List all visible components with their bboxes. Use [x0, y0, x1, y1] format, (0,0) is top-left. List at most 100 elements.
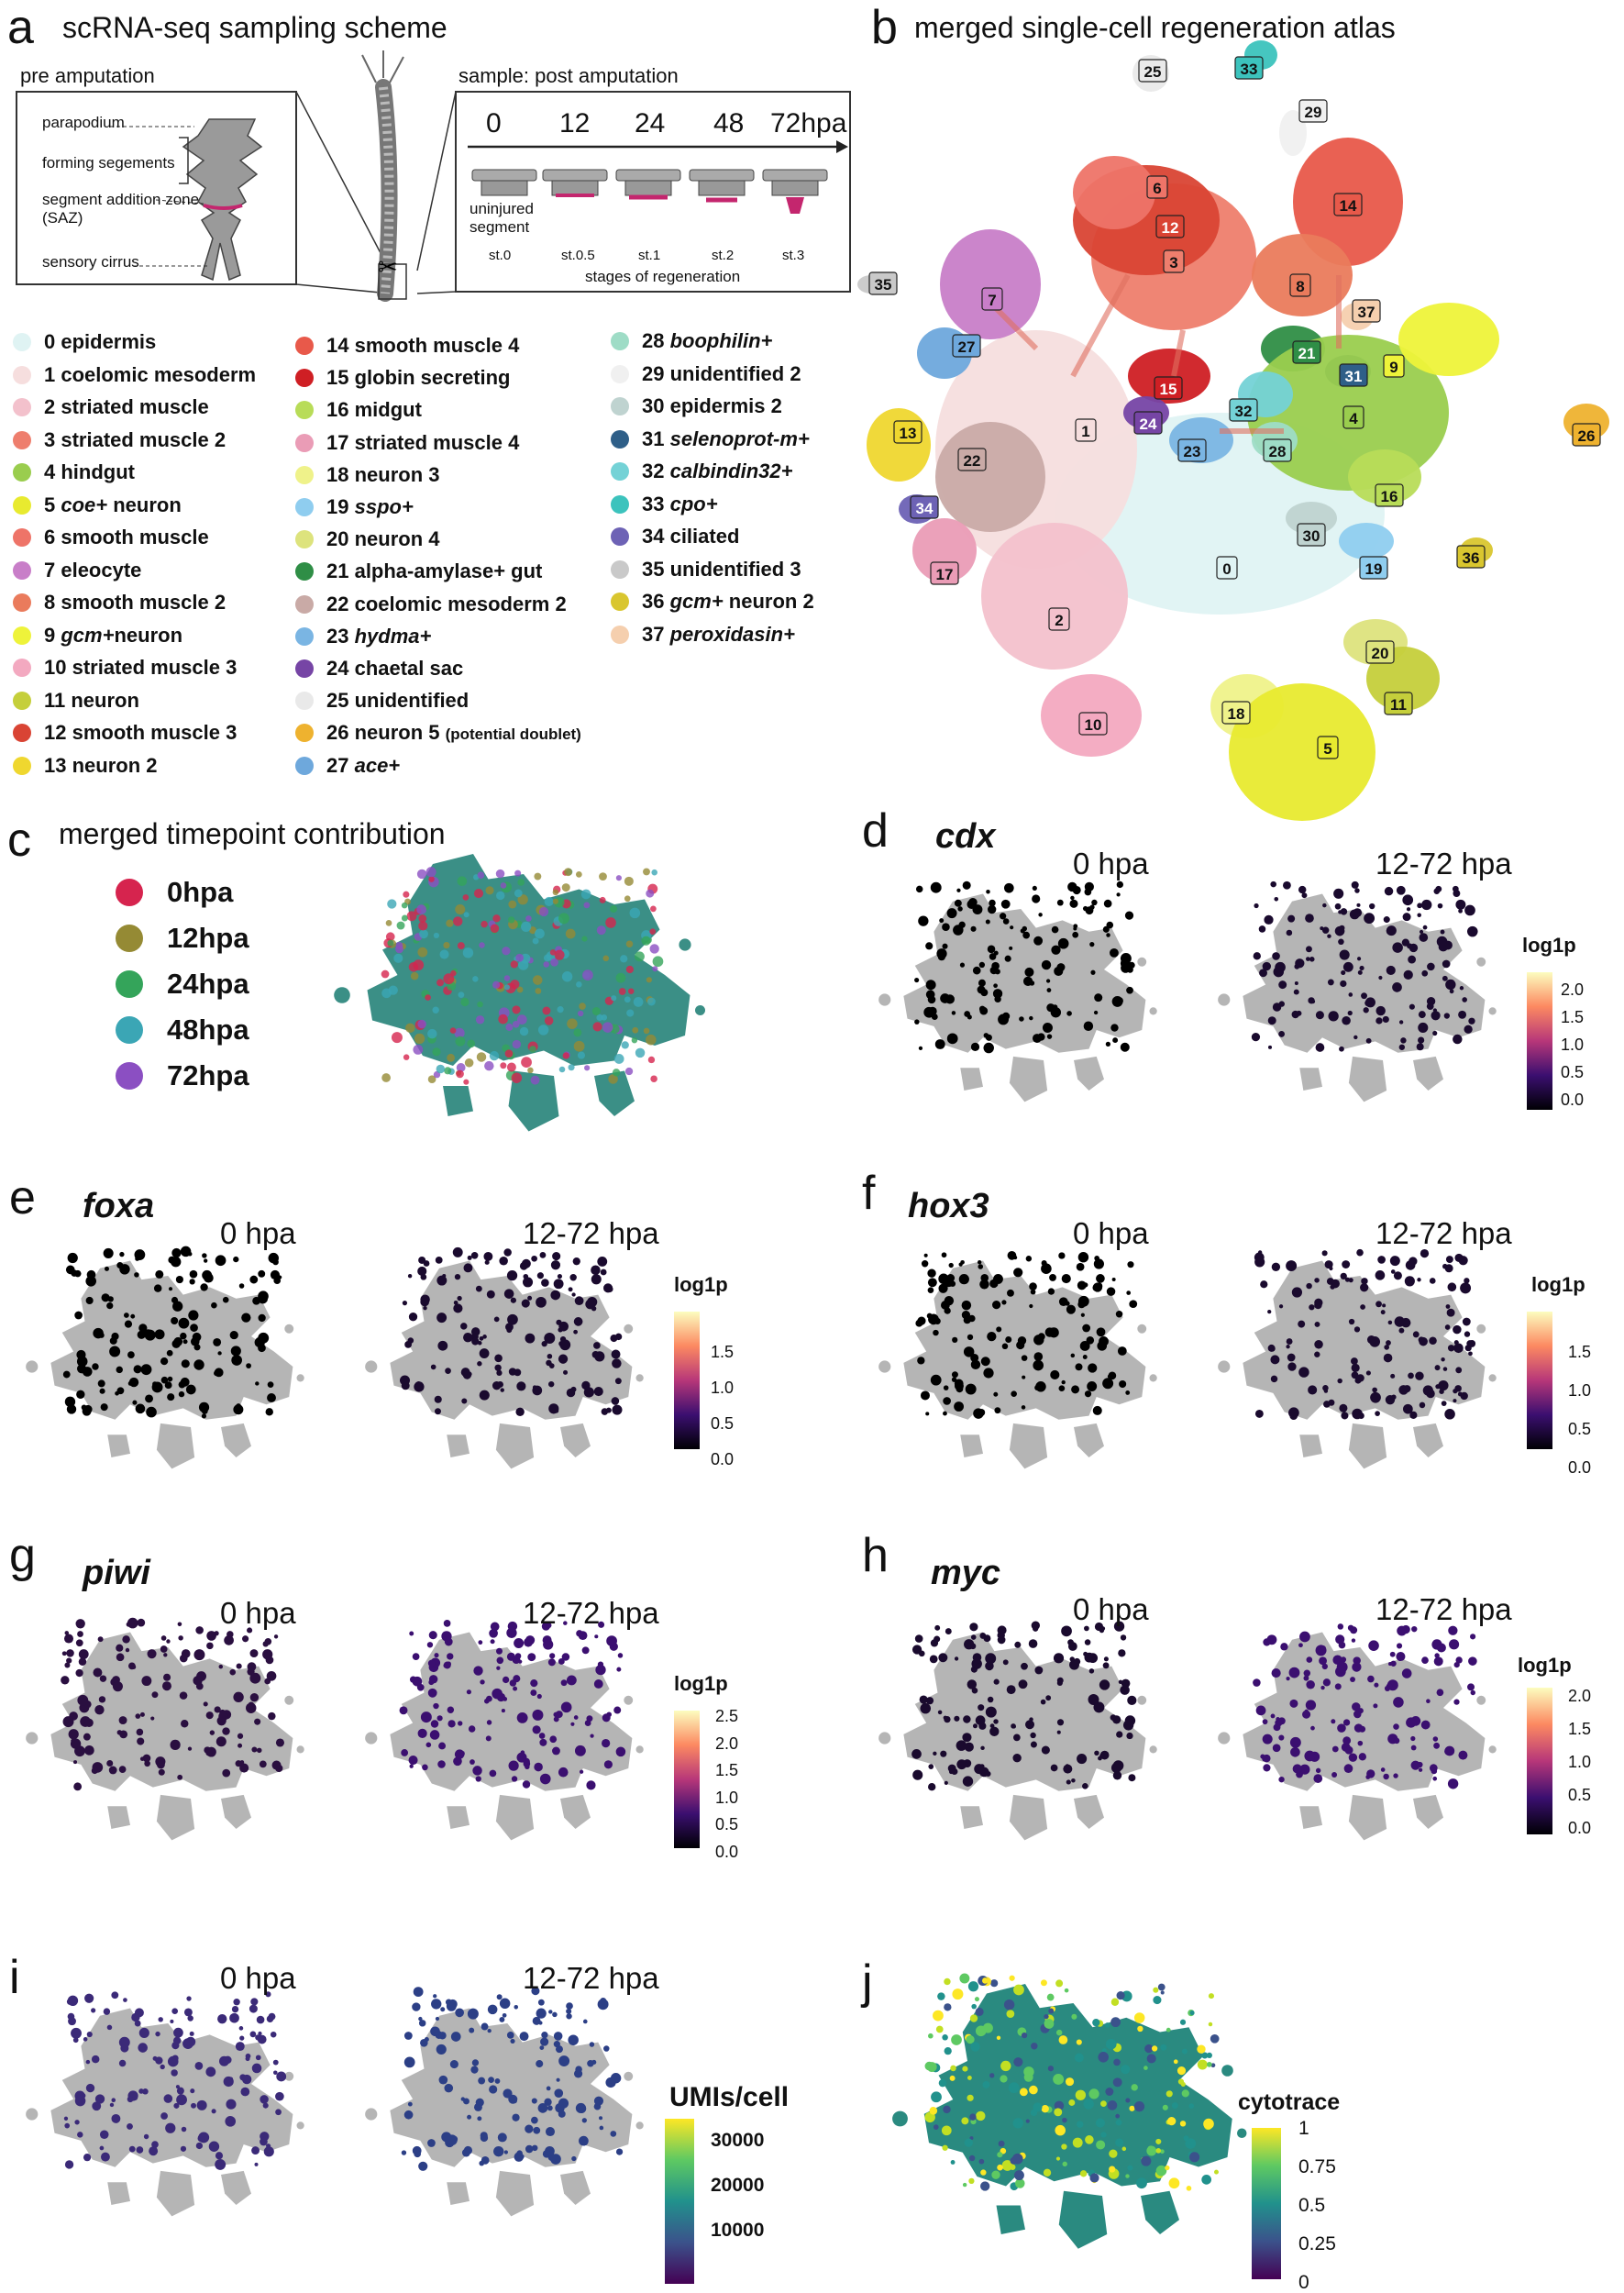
expression-cell-dot	[970, 1353, 979, 1362]
expression-cell-dot	[579, 1769, 584, 1774]
expression-cell-dot	[1111, 995, 1123, 1007]
expression-cell-dot	[180, 1332, 187, 1340]
expression-cell-dot	[1398, 1044, 1406, 1051]
expression-cell-dot	[1254, 903, 1259, 909]
cluster-label-box-27	[952, 334, 981, 358]
expression-cell-dot	[553, 1716, 559, 1723]
expression-cell-dot	[1126, 960, 1131, 966]
cytotrace-cell-dot	[928, 2033, 934, 2039]
expression-cell-dot	[1099, 1679, 1110, 1690]
expression-cell-dot	[918, 915, 929, 926]
cluster-label-box-28	[1263, 438, 1292, 462]
expression-cell-dot	[539, 1251, 547, 1258]
timepoint-cell-dot	[393, 953, 403, 963]
expression-cell-dot	[1084, 1639, 1091, 1645]
expression-cell-dot	[205, 2066, 216, 2077]
cytotrace-cell-dot	[1064, 1988, 1069, 1993]
expression-cell-dot	[1337, 1723, 1346, 1733]
expression-cell-dot	[463, 1263, 473, 1273]
expression-cell-dot	[1380, 1767, 1386, 1772]
cytotrace-tick-0: 0	[1298, 2272, 1309, 2293]
expression-cell-dot	[1459, 986, 1464, 991]
expression-cell-dot	[1421, 969, 1429, 977]
legend-cluster-1: 1 coelomic mesoderm	[13, 364, 256, 385]
timepoint-legend-24hpa: 24hpa	[116, 969, 249, 998]
expression-cell-dot	[508, 1760, 519, 1771]
timepoint-cell-dot	[635, 1047, 646, 1058]
expression-cell-dot	[1438, 1379, 1449, 1391]
expression-cell-dot	[471, 2059, 480, 2066]
expression-cell-dot	[1025, 1256, 1033, 1262]
expression-cell-dot	[510, 1297, 516, 1303]
timepoint-cell-dot	[583, 902, 591, 909]
expression-cell-dot	[941, 1252, 947, 1258]
expression-cell-dot	[1071, 1778, 1076, 1783]
cytotrace-cell-dot	[1186, 2186, 1192, 2191]
expression-cell-dot	[967, 1334, 974, 1341]
expression-cell-dot	[272, 1258, 279, 1266]
legend-gene: sspo+	[354, 495, 414, 518]
expression-cell-dot	[1305, 946, 1312, 953]
expression-cell-dot	[443, 1620, 451, 1627]
expression-cell-dot	[559, 1335, 567, 1343]
expression-cell-dot	[574, 1296, 584, 1306]
expression-cell-dot	[185, 1384, 196, 1395]
expression-cell-dot	[570, 1722, 575, 1726]
expression-cell-dot	[139, 1756, 145, 1761]
expression-cell-dot	[434, 1653, 439, 1658]
expression-cell-dot	[167, 1376, 173, 1382]
cluster-label-35: 35	[875, 276, 892, 294]
expression-cell-dot	[956, 888, 961, 892]
cluster-label-box-15	[1154, 376, 1183, 400]
legend-gene: coe+	[61, 493, 108, 516]
timepoint-cell-dot	[576, 981, 582, 988]
expression-cell-dot	[1050, 1764, 1058, 1772]
expression-cell-dot	[484, 1259, 490, 1265]
timepoint-cell-dot	[646, 977, 652, 983]
expression-cell-dot	[178, 1380, 186, 1389]
expression-cell-dot	[1105, 1041, 1111, 1047]
expression-cell-dot	[436, 1715, 443, 1722]
expression-cell-dot	[1013, 1268, 1023, 1278]
expression-cell-dot	[1077, 1753, 1088, 1765]
legend-text: 4 hindgut	[44, 460, 135, 483]
timepoint-cell-dot	[514, 870, 522, 877]
timepoint-cell-dot	[410, 971, 419, 980]
expression-cell-dot	[275, 2109, 282, 2116]
expression-cell-dot	[1441, 1401, 1447, 1407]
expression-cell-dot	[516, 1381, 526, 1391]
panel-i-scale-title: UMIs/cell	[669, 2082, 790, 2112]
expression-cell-dot	[1324, 1260, 1333, 1269]
expression-cell-dot	[97, 1379, 105, 1388]
expression-cell-dot	[1431, 1011, 1441, 1021]
expression-cell-dot	[1270, 1713, 1276, 1719]
expression-cell-dot	[593, 1387, 603, 1397]
umap-i-right-expression	[401, 1987, 624, 2171]
expression-cell-dot	[134, 1272, 139, 1278]
expression-cell-dot	[171, 1257, 182, 1268]
expression-cell-dot	[536, 1693, 542, 1700]
expression-cell-dot	[1126, 986, 1133, 994]
expression-cell-dot	[970, 925, 977, 932]
legend-text: 28	[642, 329, 670, 352]
cytotrace-cell-dot	[1166, 2027, 1171, 2033]
timepoint-cell-dot	[387, 939, 394, 947]
expression-cell-dot	[163, 2094, 173, 2103]
expression-cell-dot	[503, 1697, 508, 1701]
expression-cell-dot	[1278, 980, 1287, 990]
expression-cell-dot	[83, 2037, 88, 2042]
expression-cell-dot	[1289, 1412, 1298, 1421]
timepoint-cell-dot	[401, 902, 408, 909]
expression-cell-dot	[490, 1639, 495, 1645]
expression-cell-dot	[1435, 1384, 1441, 1390]
expression-cell-dot	[1287, 1353, 1296, 1362]
expression-cell-dot	[1020, 928, 1025, 934]
expression-cell-dot	[468, 1725, 476, 1733]
expression-cell-dot	[996, 1326, 1002, 1333]
expression-cell-dot	[601, 1408, 609, 1415]
expression-cell-dot	[989, 1723, 995, 1729]
expression-cell-dot	[438, 2032, 447, 2040]
expression-cell-dot	[208, 2141, 220, 2152]
expression-cell-dot	[541, 2040, 547, 2045]
feature-umaps	[26, 881, 1497, 2249]
